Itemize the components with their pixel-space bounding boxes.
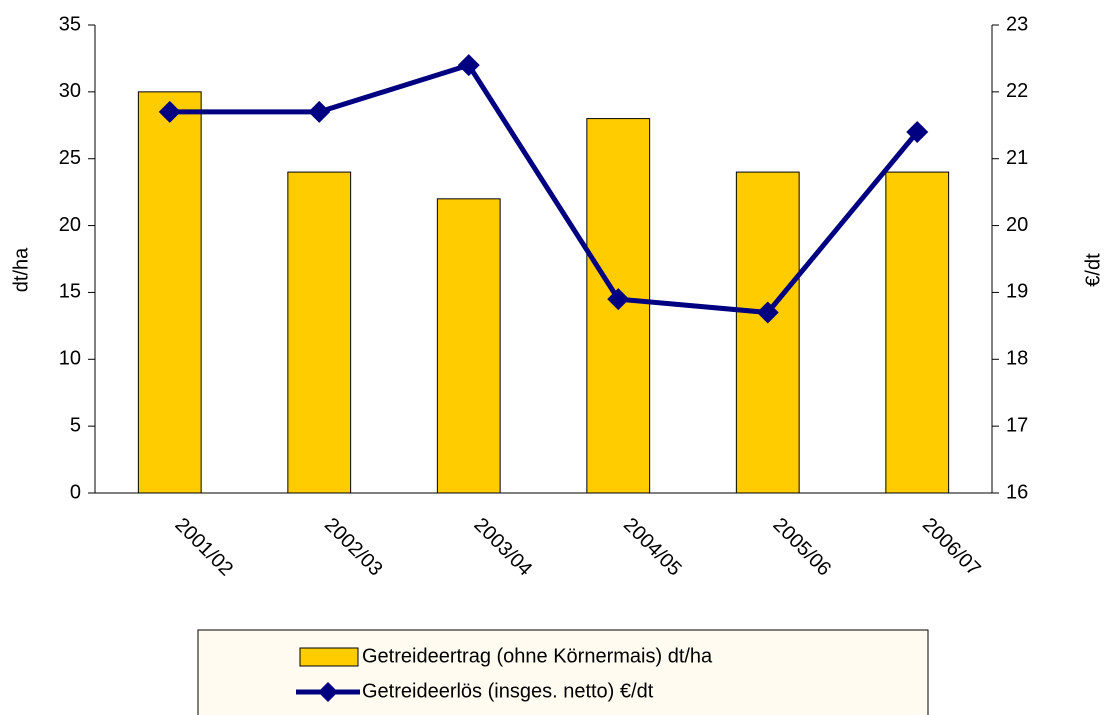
bar bbox=[436, 198, 501, 494]
y2-tick-label: 18 bbox=[1006, 348, 1028, 370]
x-tick-label: 2004/05 bbox=[619, 514, 686, 581]
legend-box bbox=[197, 629, 929, 715]
x-tick-label: 2002/03 bbox=[320, 514, 387, 581]
x-tick-label: 2006/07 bbox=[918, 514, 985, 581]
x-tick-label: 2001/02 bbox=[170, 514, 237, 581]
y-tick-label: 5 bbox=[70, 414, 81, 436]
legend-label: Getreideerlös (insges. netto) €/dt bbox=[362, 680, 654, 702]
marker bbox=[607, 288, 630, 311]
x-tick-label: 2005/06 bbox=[768, 514, 835, 581]
y2-tick-label: 22 bbox=[1006, 80, 1028, 102]
y-tick-label: 25 bbox=[59, 147, 81, 169]
y-axis-label: dt/ha bbox=[10, 247, 32, 292]
marker bbox=[158, 100, 181, 123]
bar bbox=[885, 171, 950, 494]
bar bbox=[287, 171, 352, 494]
y2-axis-label: €/dt bbox=[1082, 253, 1104, 287]
y-tick-label: 20 bbox=[59, 214, 81, 236]
bar bbox=[137, 91, 202, 494]
y-tick-label: 0 bbox=[70, 481, 81, 503]
y2-tick-label: 17 bbox=[1006, 414, 1028, 436]
y-tick-label: 10 bbox=[59, 348, 81, 370]
marker bbox=[756, 301, 779, 324]
marker bbox=[308, 100, 331, 123]
marker bbox=[457, 54, 480, 77]
legend-swatch bbox=[299, 647, 359, 667]
y2-tick-label: 21 bbox=[1006, 147, 1028, 169]
bar bbox=[735, 171, 800, 494]
y2-tick-label: 23 bbox=[1006, 13, 1028, 35]
y2-tick-label: 19 bbox=[1006, 281, 1028, 303]
legend-label: Getreideertrag (ohne Körnermais) dt/ha bbox=[362, 645, 713, 667]
y-tick-label: 35 bbox=[59, 13, 81, 35]
y2-tick-label: 20 bbox=[1006, 214, 1028, 236]
x-tick-label: 2003/04 bbox=[469, 514, 536, 581]
y2-tick-label: 16 bbox=[1006, 481, 1028, 503]
line bbox=[169, 62, 920, 315]
y-tick-label: 30 bbox=[59, 80, 81, 102]
marker bbox=[906, 120, 929, 143]
legend-marker bbox=[318, 682, 338, 702]
y-tick-label: 15 bbox=[59, 281, 81, 303]
